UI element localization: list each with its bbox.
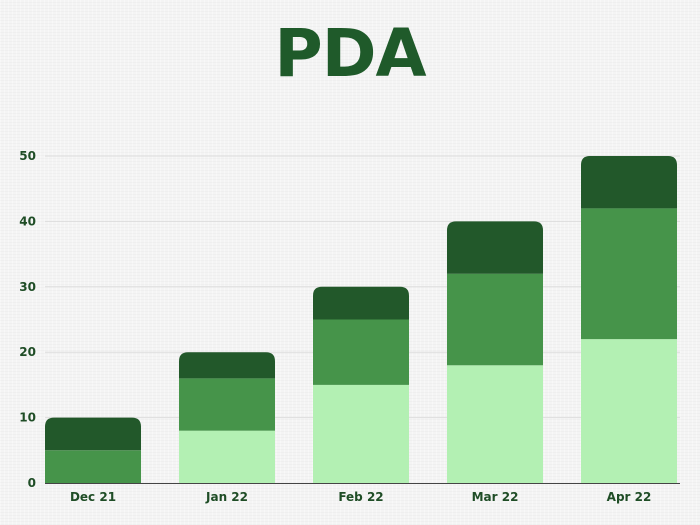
- bar-segment: [313, 319, 409, 385]
- bar-segment: [313, 286, 409, 320]
- bar-segment: [179, 430, 275, 483]
- x-tick-labels: Dec 21 Jan 22 Feb 22 Mar 22 Apr 22: [70, 490, 651, 504]
- x-tick-label: Dec 21: [70, 490, 116, 504]
- bar-segment: [45, 450, 141, 483]
- bar-segment: [447, 273, 543, 366]
- chart-title: PDA: [274, 15, 426, 92]
- x-tick-label: Jan 22: [205, 490, 248, 504]
- y-tick-label: 50: [19, 149, 36, 163]
- y-tick-label: 20: [19, 345, 36, 359]
- bar-segment: [45, 417, 141, 451]
- bar-segment: [581, 208, 677, 340]
- bar-segment: [447, 365, 543, 483]
- bar-segment: [313, 384, 409, 483]
- bars: [45, 156, 677, 483]
- y-tick-label: 10: [19, 411, 36, 425]
- y-tick-label: 0: [28, 476, 36, 490]
- x-tick-label: Apr 22: [607, 490, 652, 504]
- x-tick-label: Feb 22: [338, 490, 383, 504]
- y-tick-label: 30: [19, 280, 36, 294]
- bar-segment: [179, 378, 275, 431]
- bar-segment: [179, 352, 275, 379]
- x-tick-label: Mar 22: [472, 490, 519, 504]
- y-tick-labels: 0 10 20 30 40 50: [19, 149, 36, 490]
- bar-segment: [581, 156, 677, 209]
- bar-segment: [581, 339, 677, 483]
- bar-segment: [447, 221, 543, 274]
- y-tick-label: 40: [19, 214, 36, 228]
